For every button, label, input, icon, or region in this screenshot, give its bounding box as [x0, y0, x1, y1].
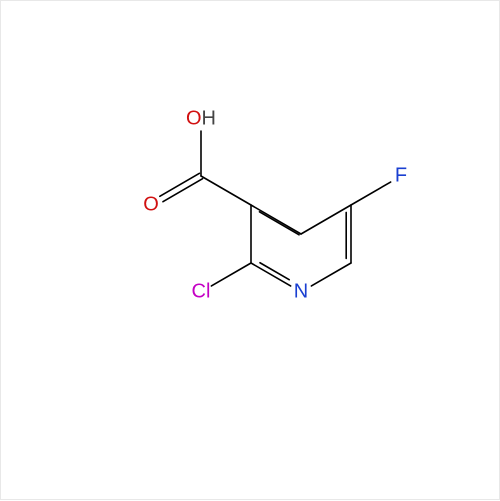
molecule-diagram: N O OH Cl F [0, 0, 500, 500]
atom-odbl: O [143, 194, 159, 217]
atom-cl: Cl [192, 281, 211, 304]
bond-layer [1, 1, 500, 501]
atom-oh: OH [186, 108, 216, 131]
atom-f: F [395, 165, 407, 188]
atom-n: N [294, 281, 308, 304]
